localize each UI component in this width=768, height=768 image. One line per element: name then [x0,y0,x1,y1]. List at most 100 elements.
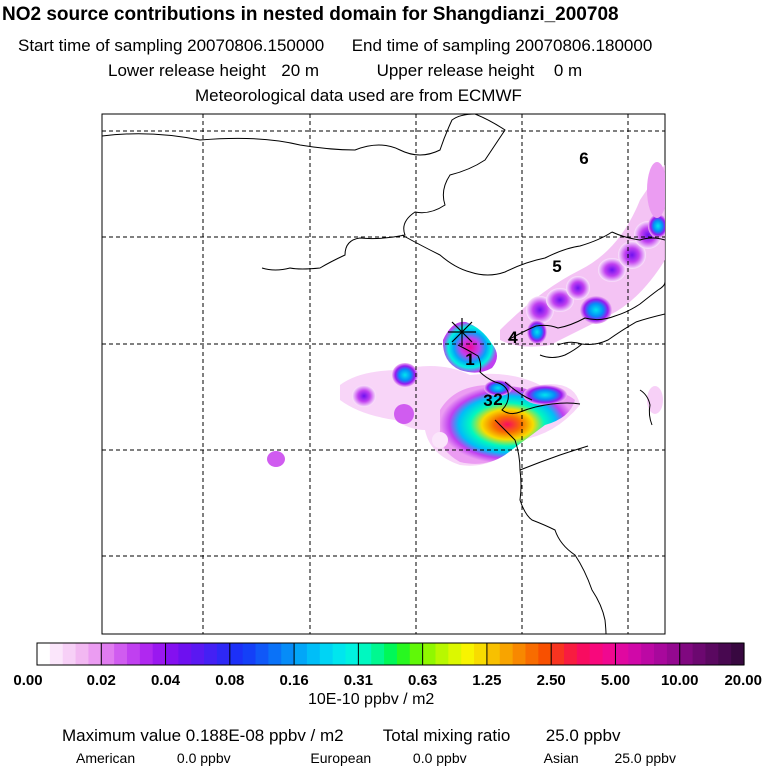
chart-title: NO2 source contributions in nested domai… [2,4,619,25]
colorbar-tick-label: 10.00 [661,672,699,689]
colorbar-cell [191,643,205,665]
plume-blob [394,404,414,424]
colorbar-cell [255,643,269,665]
colorbar-cell [126,643,141,665]
plume-blob [432,432,448,448]
colorbar-cell [422,643,437,665]
colorbar-cell [165,643,179,665]
colorbar-cell [435,643,449,665]
colorbar-tick-label: 0.08 [215,672,244,689]
upper-release-label: Upper release height [376,61,535,80]
american-label: American [76,750,136,766]
colorbar-cell [679,643,694,665]
colorbar-cell [718,643,732,665]
plume-blob [647,162,665,218]
colorbar-cell [345,643,359,665]
summary-values: Maximum value 0.188E-08 ppbv / m2 Total … [62,726,620,746]
colorbar-cell [114,643,128,665]
plume-source-1 [442,321,497,373]
asian-label: Asian [543,750,579,766]
colorbar-units: 10E-10 ppbv / m2 [308,691,435,708]
plume-blob [647,386,663,414]
colorbar-cell [216,643,231,665]
colorbar-cell [75,643,90,665]
start-time-value: 20070806.150000 [187,36,325,55]
total-mixing-value: 25.0 ppbv [545,726,621,745]
colorbar-cell [705,643,719,665]
colorbar-cell [512,643,527,665]
colorbar-cell [448,643,462,665]
colorbar-cell [37,643,51,665]
regional-breakdown: American 0.0 ppbv European 0.0 ppbv Asia… [76,750,676,766]
colorbar-cell [384,643,398,665]
max-value: 0.188E-08 ppbv / m2 [185,726,344,745]
colorbar-cell [396,643,411,665]
end-time-label: End time of sampling [351,36,511,55]
colorbar-cell [525,643,539,665]
colorbar-cell [576,643,591,665]
plume-blob [598,258,626,282]
plume-blob [618,241,646,269]
source-label-1: 1 [465,350,474,369]
colorbar-tick-label: 0.16 [279,672,308,689]
colorbar-cell [641,643,655,665]
colorbar-cell [281,643,295,665]
max-value-label: Maximum value [62,726,182,745]
source-label-3: 3 [483,391,492,410]
colorbar-cell [332,643,347,665]
colorbar-cell [204,643,218,665]
plume-blob [546,288,574,312]
colorbar-tick-label: 0.31 [344,672,373,689]
colorbar-cell [474,643,488,665]
colorbar-cell [628,643,642,665]
asian-value: 25.0 ppbv [614,750,676,766]
plume-blob [392,363,418,387]
colorbar-tick-label: 0.63 [408,672,437,689]
source-label-5: 5 [552,257,561,276]
source-label-6: 6 [579,149,588,168]
lower-release-value: 20 m [281,61,320,80]
colorbar-cell [306,643,321,665]
colorbar-cell [88,643,102,665]
plume-blob [523,385,567,405]
start-time-label: Start time of sampling [18,36,183,55]
colorbar-cell [371,643,385,665]
plume-blob [352,385,376,407]
colorbar-tick-label: 0.00 [13,672,42,689]
plume-blob [566,276,590,300]
colorbar-cell [731,643,745,665]
colorbar-tick-label: 20.00 [724,672,762,689]
colorbar-cell [358,643,372,665]
colorbar-cell [692,643,707,665]
source-label-2: 2 [493,390,502,409]
colorbar-cell [242,643,257,665]
colorbar-cell [486,643,501,665]
colorbar-tick-label: 1.25 [472,672,501,689]
source-label-4: 4 [508,328,518,347]
european-value: 0.0 ppbv [412,750,467,766]
colorbar-cell [49,643,64,665]
colorbar-cell [602,643,617,665]
colorbar-cell [409,643,424,665]
lower-release-label: Lower release height [108,61,266,80]
colorbar-cell [62,643,77,665]
colorbar-cell [268,643,282,665]
plume-blob [527,320,547,344]
met-data-note: Meteorological data used are from ECMWF [195,86,522,105]
colorbar-cell [294,643,308,665]
concentration-field [267,162,665,467]
colorbar-cell [152,643,167,665]
colorbar-tick-label: 0.04 [151,672,181,689]
plume-blob [484,380,512,396]
colorbar-cell [538,643,552,665]
colorbar-cell [666,643,681,665]
sampling-times: Start time of sampling 20070806.150000 E… [18,36,652,56]
end-time-value: 20070806.180000 [515,36,653,55]
colorbar-tick-label: 5.00 [601,672,630,689]
colorbar-cell [564,643,578,665]
colorbar-tick-label: 2.50 [537,672,566,689]
receptor-marker-icon [448,318,476,346]
colorbar-cell [101,643,115,665]
